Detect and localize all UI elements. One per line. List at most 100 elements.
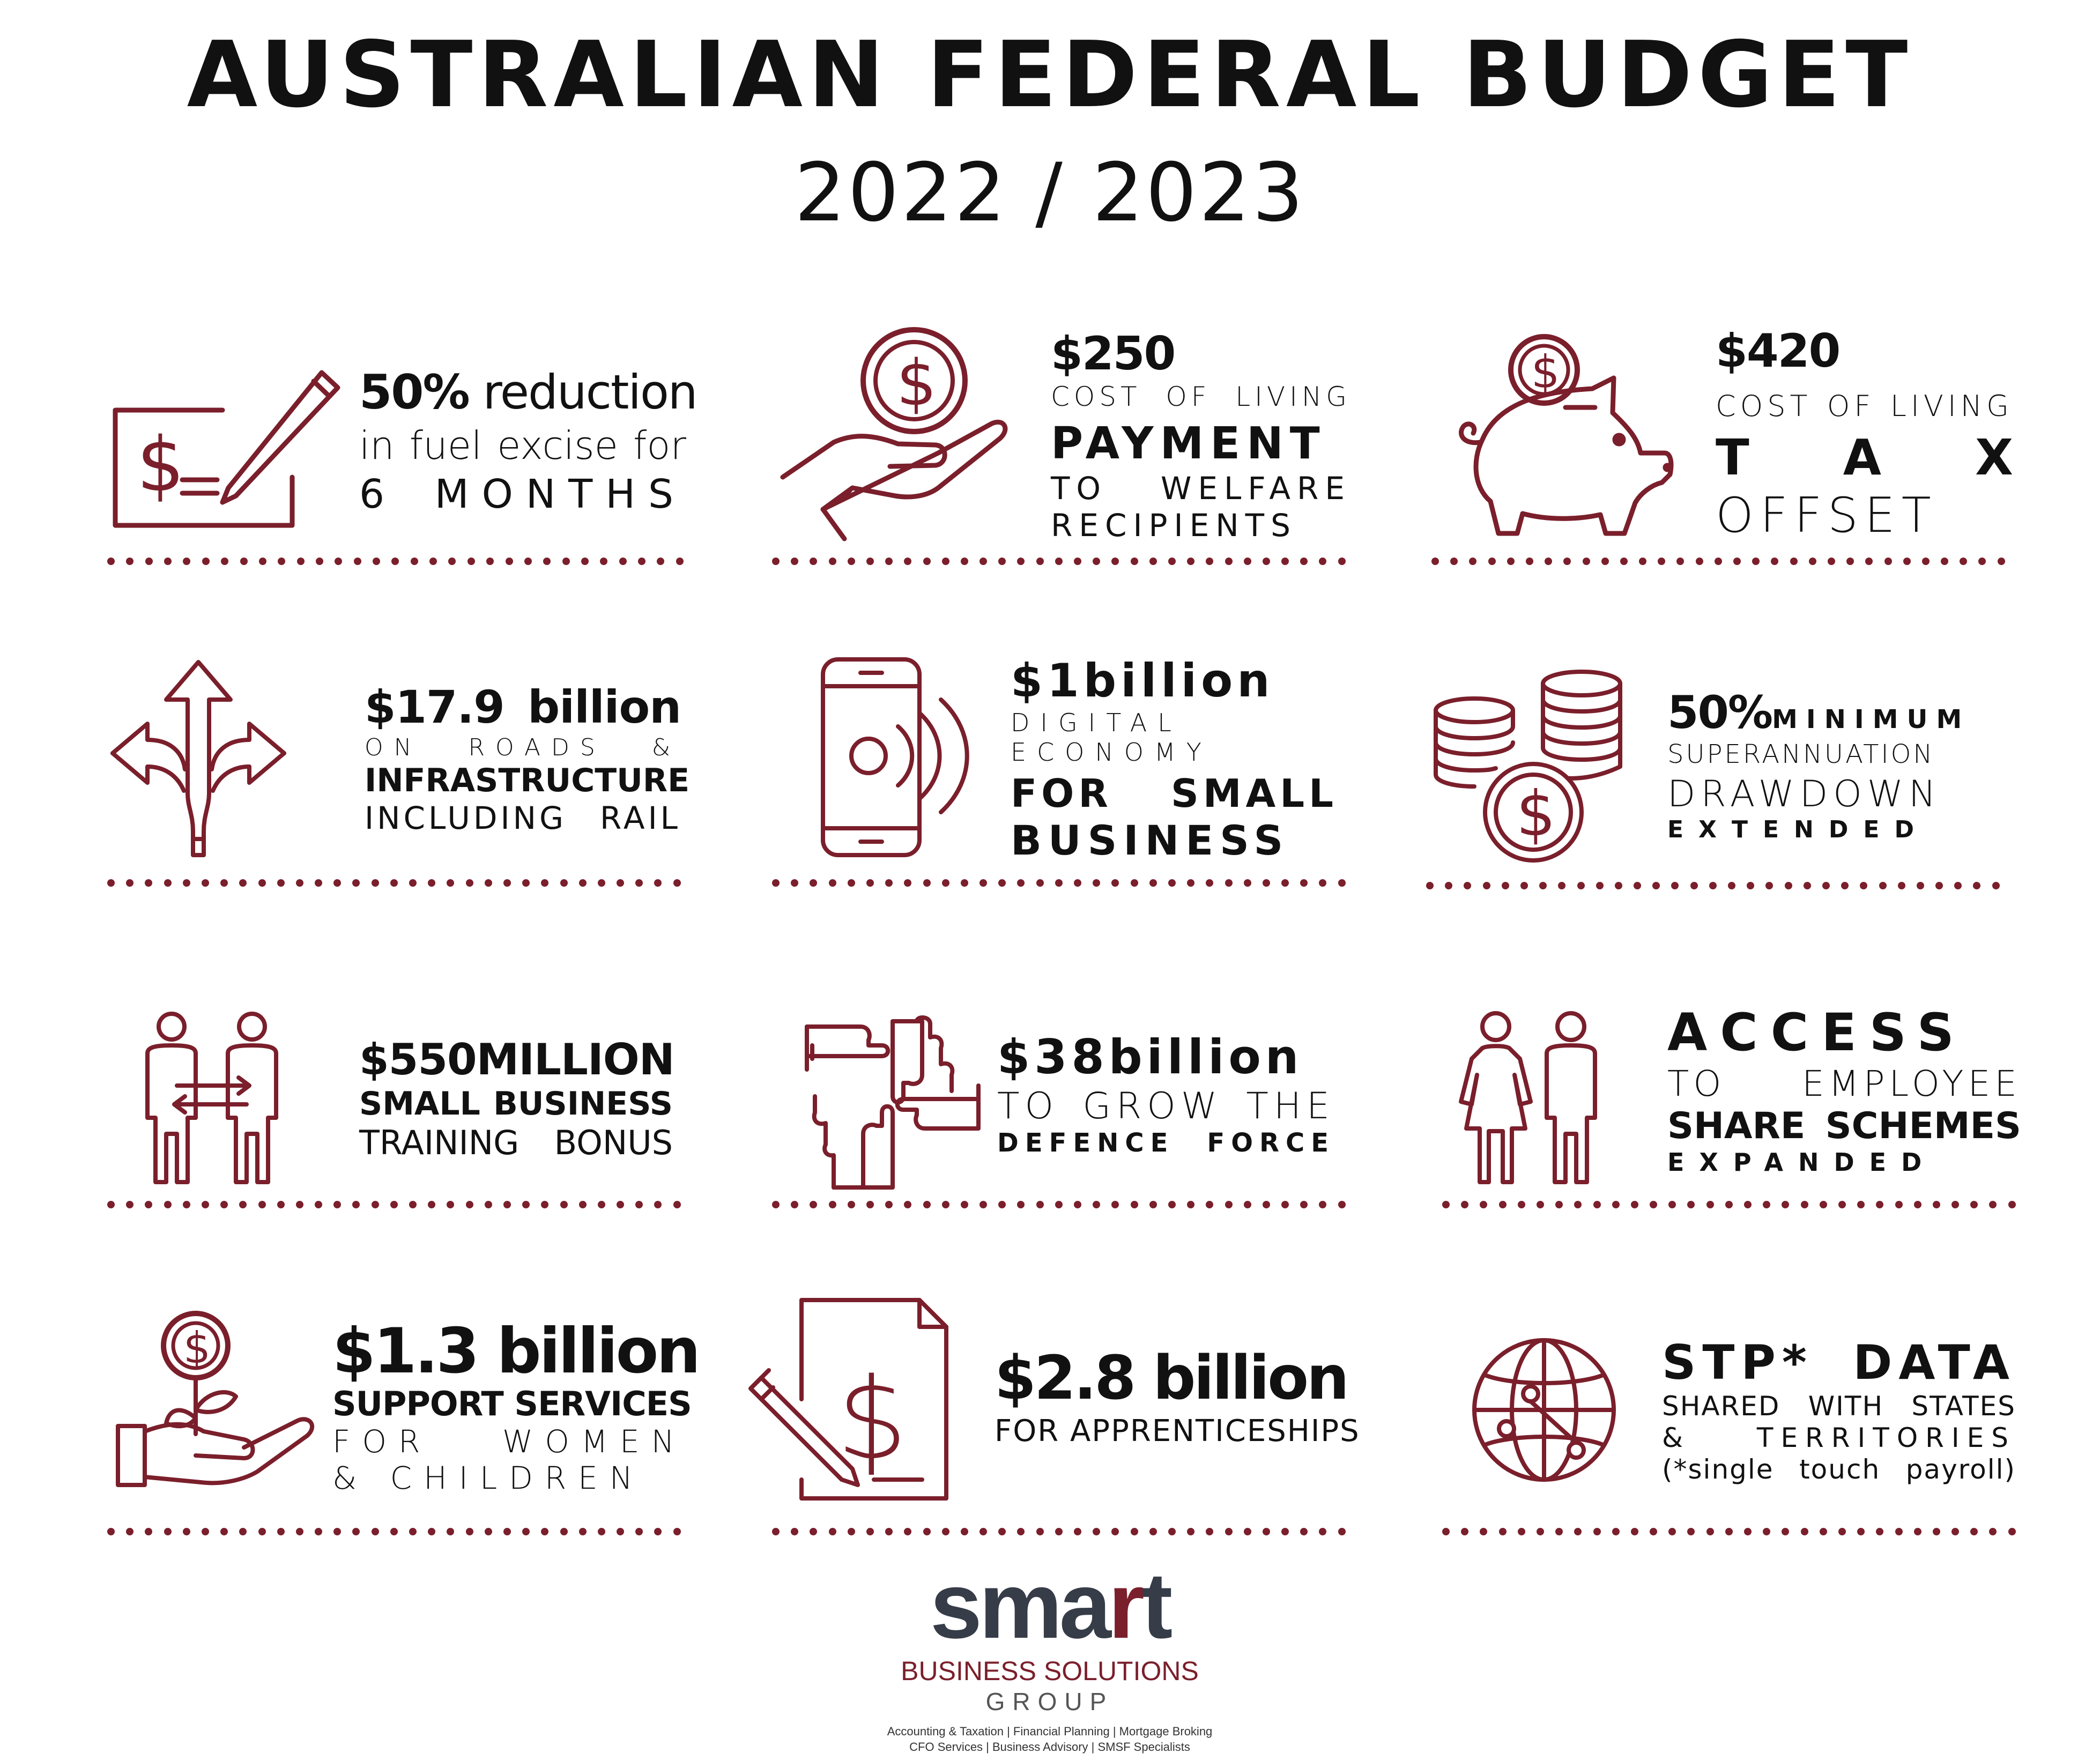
card-tax-offset: $ $420 COST OF LIVING T A X OFFSET (1431, 322, 2021, 579)
divider-dot (998, 1528, 1006, 1535)
divider-dot (1903, 558, 1911, 565)
divider-dot (145, 1201, 153, 1208)
divider-dot (998, 1201, 1006, 1208)
divider-dot (600, 558, 608, 565)
piggy-bank-icon: $ (1453, 332, 1678, 536)
divider-dot (220, 1201, 228, 1208)
stp-line4: (*single touch payroll) (1662, 1453, 2016, 1485)
divider-dot (1338, 1528, 1346, 1535)
divider-dot (1225, 1528, 1233, 1535)
card-divider (107, 1198, 681, 1211)
divider-dot (581, 558, 589, 565)
divider-dot (182, 879, 190, 887)
divider-dot (1480, 1528, 1488, 1535)
divider-dot (1168, 558, 1176, 565)
fuel-headline: 50% reduction (359, 365, 698, 420)
card-divider (1442, 1525, 2016, 1538)
divider-dot (998, 879, 1006, 887)
divider-dot (1800, 1528, 1808, 1535)
divider-dot (923, 879, 931, 887)
women-amount: $1.3 billion (332, 1315, 701, 1387)
divider-dot (1574, 1201, 1582, 1208)
divider-dot (885, 879, 893, 887)
divider-dot (772, 879, 780, 887)
card-apprenticeships: $ $2.8 billion FOR APPRENTICESHIPS (745, 1297, 1360, 1549)
card-digital-text: $1billion DIGITAL ECONOMY FOR SMALL BUSI… (1011, 654, 1338, 865)
divider-dot (1517, 1201, 1525, 1208)
svg-text:$: $ (896, 346, 937, 420)
divider-dot (1709, 882, 1717, 889)
divider-dot (617, 879, 625, 887)
divider-dot (1461, 1201, 1469, 1208)
divider-dot (1932, 1201, 1940, 1208)
divider-dot (1300, 558, 1308, 565)
divider-dot (465, 879, 473, 887)
divider-dot (1747, 882, 1755, 889)
divider-dot (1482, 882, 1490, 889)
divider-dot (979, 879, 988, 887)
divider-dot (126, 558, 134, 565)
divider-dot (1612, 1528, 1620, 1535)
divider-dot (1338, 879, 1346, 887)
divider-dot (221, 558, 229, 565)
divider-dot (1206, 1528, 1214, 1535)
divider-dot (1630, 1201, 1638, 1208)
card-divider (107, 877, 681, 889)
divider-dot (202, 558, 210, 565)
card-training: $550MILLION SMALL BUSINESS TRAINING BONU… (107, 992, 697, 1217)
divider-dot (941, 879, 949, 887)
divider-dot (390, 1201, 398, 1208)
divider-dot (1879, 882, 1887, 889)
card-roads-text: $17.9 billion ON ROADS & INFRASTRUCTURE … (365, 681, 689, 836)
divider-dot (941, 1528, 949, 1535)
divider-dot (486, 558, 494, 565)
divider-dot (467, 558, 475, 565)
divider-dot (1319, 558, 1327, 565)
stp-line3: & TERRITORIES (1662, 1422, 2016, 1453)
card-divider (772, 1525, 1346, 1538)
super-line4: EXTENDED (1667, 815, 1929, 843)
divider-dot (1668, 1201, 1676, 1208)
divider-dot (1168, 879, 1176, 887)
divider-dot (1074, 1201, 1081, 1208)
divider-dot (258, 879, 266, 887)
card-divider (1442, 1198, 2016, 1211)
divider-dot (1916, 882, 1924, 889)
divider-dot (1319, 1201, 1327, 1208)
fuel-line2: in fuel excise for (359, 422, 686, 468)
divider-dot (1970, 1201, 1978, 1208)
divider-dot (1765, 882, 1774, 889)
divider-dot (1319, 1528, 1327, 1535)
divider-dot (1300, 1528, 1308, 1535)
divider-dot (1243, 879, 1251, 887)
tax-amount: $420 (1716, 324, 1841, 378)
divider-dot (1650, 1528, 1658, 1535)
divider-dot (164, 1201, 172, 1208)
divider-dot (1168, 1528, 1176, 1535)
divider-dot (1838, 1528, 1846, 1535)
page-title: AUSTRALIAN FEDERAL BUDGET (187, 22, 1913, 128)
divider-dot (1690, 882, 1698, 889)
divider-dot (1225, 1201, 1233, 1208)
divider-dot (1706, 1201, 1714, 1208)
card-divider (772, 555, 1346, 568)
card-divider (1431, 555, 2005, 568)
divider-dot (1884, 558, 1892, 565)
divider-dot (1676, 558, 1685, 565)
divider-dot (505, 558, 513, 565)
divider-dot (107, 879, 115, 887)
divider-dot (1857, 1528, 1865, 1535)
apprentice-line2: FOR APPRENTICESHIPS (995, 1414, 1360, 1449)
divider-dot (1951, 1528, 1960, 1535)
divider-dot (1093, 1528, 1101, 1535)
divider-dot (484, 1528, 492, 1535)
divider-dot (578, 1528, 587, 1535)
divider-dot (1744, 1528, 1752, 1535)
training-amount: $550MILLION (359, 1035, 675, 1085)
divider-dot (1973, 882, 1981, 889)
divider-dot (1782, 1201, 1790, 1208)
divider-dot (1639, 558, 1647, 565)
divider-dot (828, 1528, 836, 1535)
divider-dot (1725, 1201, 1733, 1208)
divider-dot (1206, 1201, 1214, 1208)
